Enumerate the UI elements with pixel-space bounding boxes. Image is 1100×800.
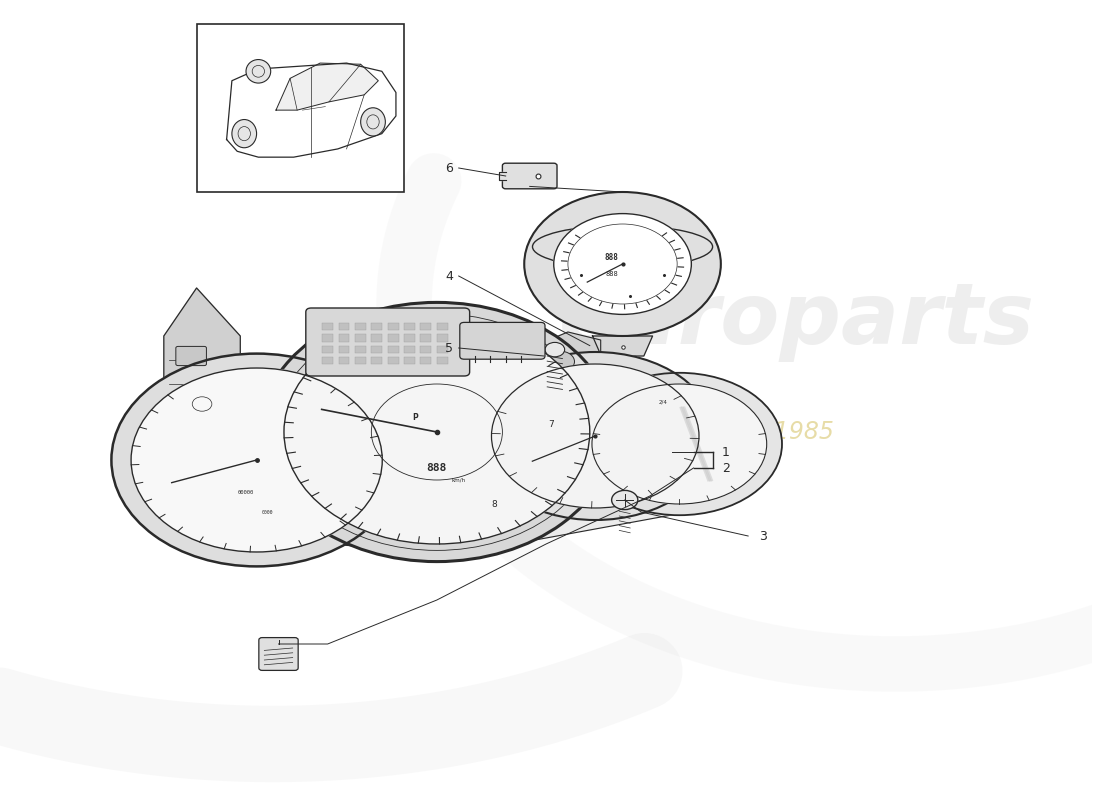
- FancyBboxPatch shape: [176, 442, 207, 462]
- Bar: [355, 323, 366, 330]
- Bar: [322, 346, 333, 353]
- FancyBboxPatch shape: [258, 638, 298, 670]
- Bar: [387, 334, 398, 342]
- FancyBboxPatch shape: [176, 346, 207, 366]
- Bar: [322, 357, 333, 364]
- Text: europarts: europarts: [559, 278, 1035, 362]
- Ellipse shape: [232, 119, 256, 148]
- Bar: [339, 346, 350, 353]
- Text: 8: 8: [492, 500, 497, 510]
- Circle shape: [546, 351, 574, 372]
- Bar: [437, 323, 448, 330]
- Bar: [372, 334, 383, 342]
- Polygon shape: [276, 63, 378, 110]
- Bar: [404, 323, 415, 330]
- Bar: [437, 346, 448, 353]
- Text: 1: 1: [722, 446, 729, 458]
- Ellipse shape: [284, 320, 590, 544]
- Bar: [339, 323, 350, 330]
- Ellipse shape: [492, 364, 698, 508]
- FancyBboxPatch shape: [306, 308, 470, 376]
- Circle shape: [525, 192, 720, 336]
- Bar: [322, 334, 333, 342]
- FancyBboxPatch shape: [503, 163, 557, 189]
- Text: 6: 6: [446, 162, 453, 174]
- Ellipse shape: [576, 373, 782, 515]
- Bar: [339, 334, 350, 342]
- Text: 5: 5: [446, 342, 453, 354]
- Text: 2/4: 2/4: [658, 400, 667, 405]
- Polygon shape: [175, 464, 720, 552]
- Bar: [355, 357, 366, 364]
- Text: km/h: km/h: [452, 478, 465, 482]
- Bar: [404, 357, 415, 364]
- Circle shape: [612, 490, 638, 510]
- Bar: [387, 323, 398, 330]
- Bar: [372, 346, 383, 353]
- Text: 888: 888: [427, 463, 447, 473]
- Circle shape: [186, 392, 219, 416]
- Bar: [404, 334, 415, 342]
- Bar: [420, 334, 431, 342]
- Ellipse shape: [361, 108, 385, 136]
- Bar: [197, 24, 404, 192]
- Text: 3: 3: [759, 530, 767, 542]
- Bar: [355, 334, 366, 342]
- Text: a passion for parts since 1985: a passion for parts since 1985: [477, 420, 834, 444]
- Text: P: P: [412, 413, 418, 422]
- FancyBboxPatch shape: [460, 322, 544, 359]
- Text: 2: 2: [722, 462, 729, 474]
- Ellipse shape: [131, 368, 383, 552]
- Text: 6: 6: [376, 354, 383, 364]
- Text: 888: 888: [605, 253, 618, 262]
- Ellipse shape: [475, 352, 715, 520]
- Bar: [372, 323, 383, 330]
- Text: 7: 7: [548, 420, 554, 429]
- Text: 888: 888: [605, 270, 618, 277]
- Bar: [339, 357, 350, 364]
- Bar: [437, 357, 448, 364]
- Bar: [372, 357, 383, 364]
- Text: 0000: 0000: [262, 510, 273, 514]
- Bar: [322, 323, 333, 330]
- Bar: [387, 357, 398, 364]
- Bar: [420, 323, 431, 330]
- Text: 4: 4: [446, 270, 453, 282]
- Bar: [437, 334, 448, 342]
- Polygon shape: [593, 336, 652, 356]
- Polygon shape: [499, 172, 506, 180]
- Bar: [420, 357, 431, 364]
- Circle shape: [553, 214, 691, 314]
- Circle shape: [544, 342, 564, 357]
- Ellipse shape: [111, 354, 402, 566]
- Ellipse shape: [532, 226, 713, 268]
- Polygon shape: [530, 332, 601, 384]
- Bar: [404, 346, 415, 353]
- Bar: [387, 346, 398, 353]
- Ellipse shape: [260, 302, 614, 562]
- Text: 00000: 00000: [238, 490, 254, 494]
- Ellipse shape: [592, 384, 767, 504]
- Bar: [355, 346, 366, 353]
- Bar: [420, 346, 431, 353]
- Ellipse shape: [246, 59, 271, 83]
- Polygon shape: [164, 288, 240, 480]
